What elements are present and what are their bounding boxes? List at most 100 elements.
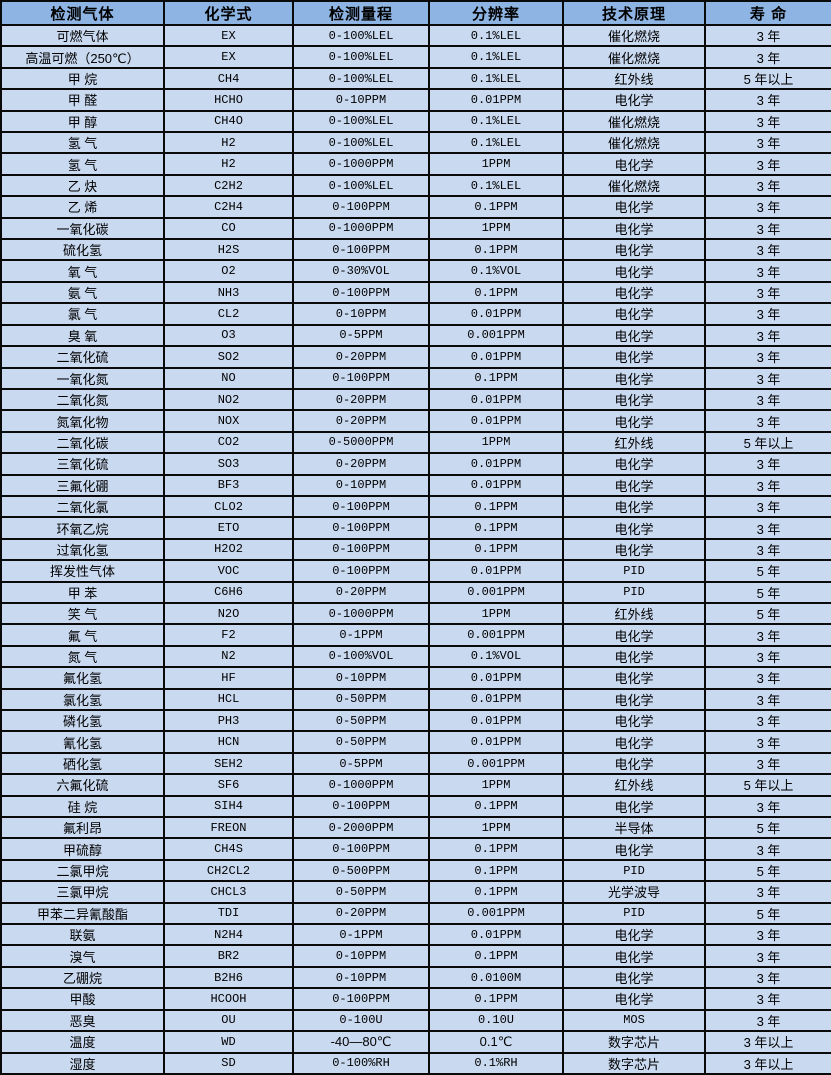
cell-gas: 可燃气体: [0, 23, 165, 48]
cell-formula: PH3: [163, 708, 294, 733]
cell-principle: 电化学: [562, 195, 706, 219]
cell-principle: 半导体: [562, 816, 706, 840]
cell-lifespan: 3 年: [704, 730, 831, 754]
cell-formula: NH3: [163, 280, 294, 305]
cell-range: 0-1000PPM: [292, 601, 430, 626]
cell-range: 0-10PPM: [292, 473, 430, 497]
table-row: 氮 气 N2 0-100%VOL 0.1%VOL 电化学 3 年: [0, 644, 831, 669]
cell-principle: 电化学: [562, 794, 706, 819]
cell-principle: 电化学: [562, 623, 706, 647]
cell-range: 0-100PPM: [292, 195, 430, 219]
cell-formula: H2: [163, 131, 294, 155]
cell-principle: 催化燃烧: [562, 109, 706, 134]
cell-lifespan: 3 年: [704, 323, 831, 348]
cell-range: 0-100%VOL: [292, 644, 430, 669]
cell-formula: HF: [163, 666, 294, 690]
cell-range: 0-100PPM: [292, 516, 430, 540]
cell-gas: 环氧乙烷: [0, 516, 165, 540]
table-row: 三氯甲烷 CHCL3 0-50PPM 0.1PPM 光学波导 3 年: [0, 880, 831, 904]
cell-formula: C2H4: [163, 195, 294, 219]
cell-lifespan: 3 年: [704, 987, 831, 1011]
cell-resolution: 0.0100M: [428, 965, 564, 990]
cell-gas: 氰化氢: [0, 730, 165, 754]
table-row: 硅 烷 SIH4 0-100PPM 0.1PPM 电化学 3 年: [0, 794, 831, 819]
cell-lifespan: 5 年以上: [704, 773, 831, 797]
cell-resolution: 0.1PPM: [428, 516, 564, 540]
cell-formula: ETO: [163, 516, 294, 540]
table-row: 氧 气 O2 0-30%VOL 0.1%VOL 电化学 3 年: [0, 259, 831, 283]
cell-lifespan: 3 年以上: [704, 1030, 831, 1054]
table-row: 氯 气 CL2 0-10PPM 0.01PPM 电化学 3 年: [0, 302, 831, 326]
cell-resolution: 0.1%LEL: [428, 173, 564, 198]
cell-resolution: 1PPM: [428, 216, 564, 241]
cell-gas: 二氧化氮: [0, 387, 165, 412]
cell-resolution: 0.1PPM: [428, 366, 564, 390]
cell-gas: 氟 气: [0, 623, 165, 647]
cell-range: 0-5PPM: [292, 323, 430, 348]
cell-range: 0-20PPM: [292, 345, 430, 369]
cell-formula: NOX: [163, 409, 294, 433]
cell-lifespan: 3 年: [704, 131, 831, 155]
table-row: 氟 气 F2 0-1PPM 0.001PPM 电化学 3 年: [0, 623, 831, 647]
cell-lifespan: 3 年: [704, 452, 831, 476]
cell-resolution: 0.001PPM: [428, 580, 564, 604]
cell-formula: CLO2: [163, 494, 294, 519]
cell-formula: SEH2: [163, 751, 294, 776]
cell-resolution: 0.1PPM: [428, 987, 564, 1011]
cell-gas: 氨 气: [0, 280, 165, 305]
cell-gas: 三氟化硼: [0, 473, 165, 497]
cell-principle: 电化学: [562, 323, 706, 348]
cell-principle: 电化学: [562, 302, 706, 326]
cell-resolution: 0.01PPM: [428, 473, 564, 497]
table-body: 可燃气体 EX 0-100%LEL 0.1%LEL 催化燃烧 3 年高温可燃（250℃） E…: [0, 23, 831, 1075]
cell-resolution: 0.1PPM: [428, 837, 564, 861]
cell-gas: 过氧化氢: [0, 537, 165, 562]
cell-range: 0-100PPM: [292, 559, 430, 583]
cell-resolution: 1PPM: [428, 816, 564, 840]
cell-formula: C2H2: [163, 173, 294, 198]
cell-gas: 氮氧化物: [0, 409, 165, 433]
column-header-range: 检测量程: [292, 0, 430, 26]
cell-range: 0-20PPM: [292, 901, 430, 926]
cell-resolution: 0.10U: [428, 1008, 564, 1033]
cell-gas: 臭 氧: [0, 323, 165, 348]
table-row: 甲 醛 HCHO 0-10PPM 0.01PPM 电化学 3 年: [0, 88, 831, 112]
cell-range: -40—80℃: [292, 1030, 430, 1054]
header-row: 检测气体 化学式 检测量程 分辨率 技术原理 寿 命: [0, 0, 831, 26]
cell-principle: 催化燃烧: [562, 131, 706, 155]
cell-formula: SIH4: [163, 794, 294, 819]
cell-lifespan: 3 年: [704, 366, 831, 390]
cell-lifespan: 3 年: [704, 644, 831, 669]
cell-resolution: 0.1%VOL: [428, 644, 564, 669]
cell-principle: 光学波导: [562, 880, 706, 904]
cell-lifespan: 3 年: [704, 259, 831, 283]
table-row: 挥发性气体 VOC 0-100PPM 0.01PPM PID 5 年: [0, 559, 831, 583]
cell-formula: VOC: [163, 559, 294, 583]
cell-lifespan: 3 年: [704, 173, 831, 198]
cell-principle: 电化学: [562, 708, 706, 733]
cell-resolution: 0.1%LEL: [428, 109, 564, 134]
cell-principle: 红外线: [562, 601, 706, 626]
cell-formula: H2O2: [163, 537, 294, 562]
cell-resolution: 0.1PPM: [428, 494, 564, 519]
table-row: 一氧化碳 CO 0-1000PPM 1PPM 电化学 3 年: [0, 216, 831, 241]
column-header-gas: 检测气体: [0, 0, 165, 26]
table-row: 氨 气 NH3 0-100PPM 0.1PPM 电化学 3 年: [0, 280, 831, 305]
cell-lifespan: 3 年: [704, 345, 831, 369]
table-row: 甲苯二异氰酸酯 TDI 0-20PPM 0.001PPM PID 5 年: [0, 901, 831, 926]
table-row: 二氧化硫 SO2 0-20PPM 0.01PPM 电化学 3 年: [0, 345, 831, 369]
table-row: 乙硼烷 B2H6 0-10PPM 0.0100M 电化学 3 年: [0, 965, 831, 990]
cell-principle: 电化学: [562, 494, 706, 519]
cell-lifespan: 3 年: [704, 880, 831, 904]
cell-lifespan: 3 年: [704, 302, 831, 326]
cell-formula: EX: [163, 23, 294, 48]
cell-gas: 乙硼烷: [0, 965, 165, 990]
table-row: 环氧乙烷 ETO 0-100PPM 0.1PPM 电化学 3 年: [0, 516, 831, 540]
cell-resolution: 0.01PPM: [428, 730, 564, 754]
cell-lifespan: 5 年: [704, 559, 831, 583]
cell-range: 0-20PPM: [292, 387, 430, 412]
cell-range: 0-50PPM: [292, 687, 430, 712]
cell-gas: 氟化氢: [0, 666, 165, 690]
cell-range: 0-100%LEL: [292, 131, 430, 155]
cell-gas: 氟利昂: [0, 816, 165, 840]
